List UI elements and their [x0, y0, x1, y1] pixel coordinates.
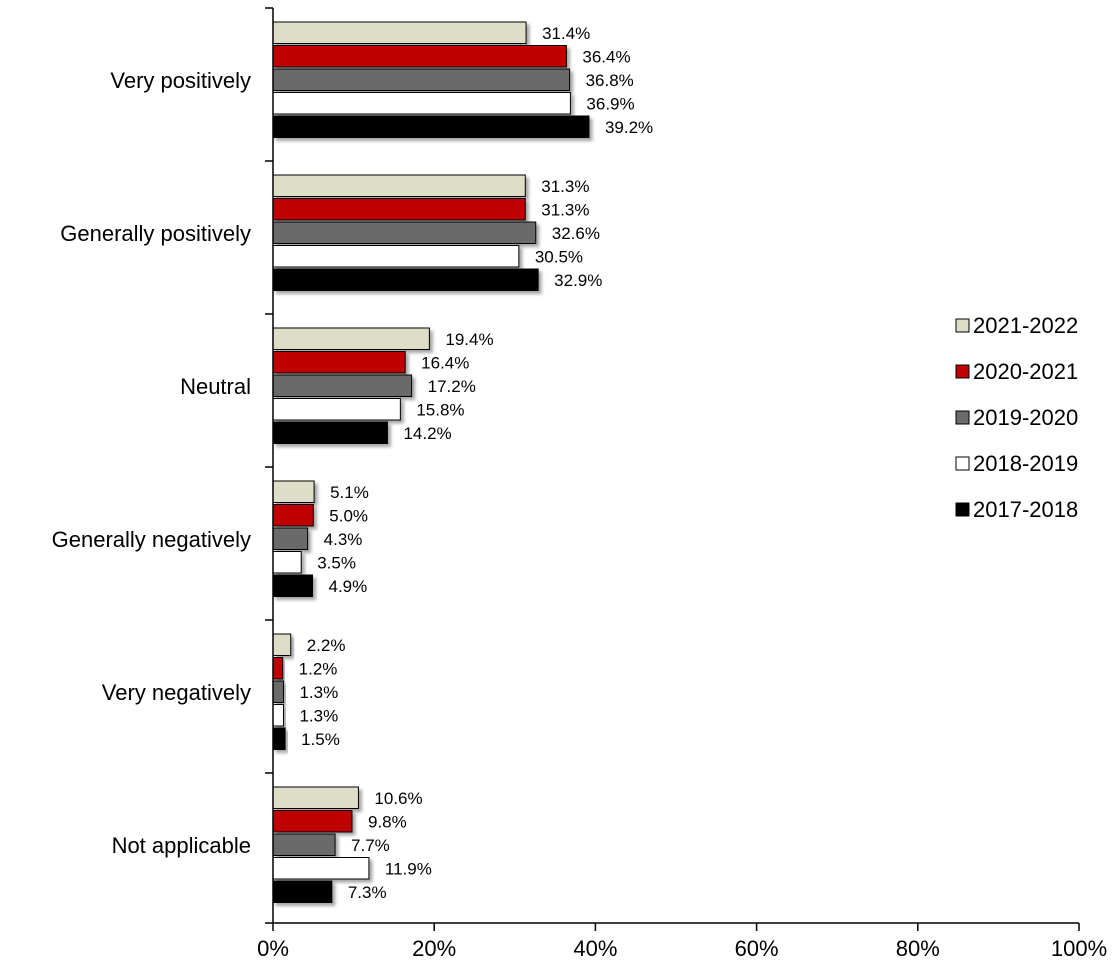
x-tick-label: 0% — [257, 936, 289, 961]
bar-2019-2020-3 — [272, 527, 309, 550]
bars-layer — [272, 21, 590, 903]
category-label: Neutral — [180, 374, 251, 399]
bar-2018-2019-3 — [272, 551, 302, 574]
bar-2020-2021-5 — [272, 810, 353, 833]
legend-label: 2017-2018 — [973, 497, 1078, 522]
category-label: Generally positively — [60, 221, 251, 246]
legend-swatch — [955, 502, 970, 517]
bar-2019-2020-4 — [272, 680, 284, 703]
x-tick-label: 20% — [412, 936, 456, 961]
data-label: 36.9% — [586, 94, 634, 113]
bar-2021-2022-1 — [272, 174, 526, 197]
bar-2021-2022-5 — [272, 786, 359, 809]
bar-2020-2021-1 — [272, 198, 526, 221]
data-label: 31.4% — [542, 24, 590, 43]
axes-layer: Very positively Generally positively Neutr… — [52, 7, 1107, 961]
bar-2019-2020-5 — [272, 833, 336, 856]
bar-2021-2022-4 — [272, 633, 292, 656]
legend-label: 2021-2022 — [973, 313, 1078, 338]
data-label: 11.9% — [385, 859, 432, 878]
bar-2019-2020-2 — [272, 374, 413, 397]
data-label: 14.2% — [403, 424, 451, 443]
category-label: Generally negatively — [52, 527, 251, 552]
legend-swatch — [955, 318, 970, 333]
data-label: 7.7% — [351, 836, 390, 855]
data-label: 32.6% — [552, 224, 600, 243]
bar-2017-2018-4 — [272, 727, 286, 750]
data-label: 1.3% — [299, 683, 338, 702]
legend-swatch — [955, 456, 970, 471]
legend-label: 2019-2020 — [973, 405, 1078, 430]
bar-2020-2021-0 — [272, 45, 567, 68]
bar-2021-2022-3 — [272, 480, 315, 503]
data-label: 36.8% — [586, 71, 634, 90]
data-label: 4.9% — [328, 577, 367, 596]
data-label: 10.6% — [374, 789, 422, 808]
category-label: Not applicable — [112, 833, 251, 858]
data-label: 5.0% — [329, 506, 368, 525]
bar-2019-2020-1 — [272, 221, 537, 244]
bar-2018-2019-4 — [272, 704, 284, 727]
data-label: 9.8% — [368, 812, 407, 831]
bar-2017-2018-1 — [272, 268, 539, 291]
bar-2019-2020-0 — [272, 68, 571, 91]
bar-2017-2018-0 — [272, 115, 590, 138]
data-label: 19.4% — [445, 330, 493, 349]
x-tick-label: 60% — [735, 936, 779, 961]
data-label: 31.3% — [541, 200, 589, 219]
bar-2018-2019-1 — [272, 245, 520, 268]
data-label: 39.2% — [605, 118, 653, 137]
bar-2017-2018-2 — [272, 421, 388, 444]
bar-2020-2021-3 — [272, 504, 314, 527]
data-label: 17.2% — [428, 377, 476, 396]
x-tick-label: 40% — [573, 936, 617, 961]
data-label: 1.3% — [299, 706, 338, 725]
data-label: 36.4% — [582, 47, 630, 66]
data-label: 5.1% — [330, 483, 369, 502]
category-label: Very positively — [110, 68, 251, 93]
legend-swatch — [955, 364, 970, 379]
data-label: 4.3% — [324, 530, 363, 549]
bar-2021-2022-2 — [272, 327, 430, 350]
bar-2021-2022-0 — [272, 21, 527, 44]
category-label: Very negatively — [102, 680, 251, 705]
data-label: 1.5% — [301, 730, 340, 749]
bar-2020-2021-4 — [272, 657, 284, 680]
bar-2017-2018-5 — [272, 880, 333, 903]
legend-label: 2020-2021 — [973, 359, 1078, 384]
legend: 2021-2022 2020-2021 2019-2020 2018-2019 2017… — [955, 313, 1078, 522]
bar-2018-2019-5 — [272, 857, 370, 880]
data-label: 32.9% — [554, 271, 602, 290]
data-labels-layer: 31.4% 36.4% 36.8% 36.9% 39.2% 31.3% 31.3% 32.6%… — [299, 24, 653, 902]
data-label: 2.2% — [307, 636, 346, 655]
legend-label: 2018-2019 — [973, 451, 1078, 476]
bar-2018-2019-0 — [272, 92, 571, 115]
x-tick-label: 80% — [896, 936, 940, 961]
bar-2018-2019-2 — [272, 398, 401, 421]
data-label: 30.5% — [535, 247, 583, 266]
data-label: 1.2% — [299, 659, 338, 678]
bar-2020-2021-2 — [272, 351, 406, 374]
data-label: 15.8% — [416, 400, 464, 419]
data-label: 7.3% — [348, 883, 387, 902]
data-label: 16.4% — [421, 353, 469, 372]
x-tick-label: 100% — [1051, 936, 1107, 961]
bar-2017-2018-3 — [272, 574, 313, 597]
legend-swatch — [955, 410, 970, 425]
data-label: 3.5% — [317, 553, 356, 572]
data-label: 31.3% — [541, 177, 589, 196]
